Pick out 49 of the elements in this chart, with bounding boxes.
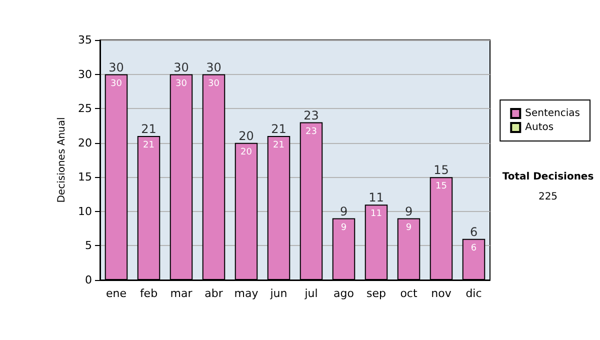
data-label: 23 xyxy=(306,126,317,137)
y-tick-label: 5 xyxy=(85,239,92,252)
legend-label: Sentencias xyxy=(525,108,580,119)
total-label: 23 xyxy=(304,108,319,122)
text: Total Decisiones xyxy=(502,172,594,182)
total-label: 21 xyxy=(271,122,286,136)
x-tick-label: feb xyxy=(140,287,158,300)
x-tick-label: mar xyxy=(170,287,193,300)
x-tick-label: oct xyxy=(400,287,418,300)
data-label: 15 xyxy=(436,182,447,192)
text: 225 xyxy=(538,192,558,202)
total-label: 6 xyxy=(470,224,478,239)
data-label: 30 xyxy=(176,78,188,89)
legend-label: Autos xyxy=(525,122,554,133)
total-label: 9 xyxy=(340,204,348,218)
y-tick-label: 25 xyxy=(78,102,92,116)
x-tick-label: sep xyxy=(366,287,386,300)
total-label: 30 xyxy=(108,60,124,74)
data-label: 30 xyxy=(208,78,220,89)
x-tick-label: dic xyxy=(466,287,482,300)
data-label: 6 xyxy=(470,243,477,254)
x-tick-label: abr xyxy=(204,287,224,300)
data-label: 30 xyxy=(110,78,122,89)
y-tick-label: 0 xyxy=(85,274,92,286)
y-tick-label: 30 xyxy=(78,68,92,81)
x-tick-label: nov xyxy=(431,287,452,300)
data-label: 21 xyxy=(273,140,284,150)
total-label: 20 xyxy=(238,128,254,143)
x-tick-label: ago xyxy=(334,287,354,300)
data-label: 20 xyxy=(240,147,252,158)
total-label: 9 xyxy=(404,204,413,218)
total-label: 30 xyxy=(174,60,189,74)
y-tick-label: 35 xyxy=(78,34,92,46)
data-label: 9 xyxy=(406,222,412,233)
x-tick-label: jul xyxy=(304,287,318,300)
x-tick-label: may xyxy=(234,287,259,300)
data-label: 21 xyxy=(143,140,154,150)
data-label: 11 xyxy=(370,209,382,220)
total-label: 11 xyxy=(368,190,384,205)
total-label: 21 xyxy=(141,122,156,136)
y-tick-label: 10 xyxy=(78,204,92,218)
total-label: 15 xyxy=(434,163,449,178)
y-tick-label: 15 xyxy=(78,170,92,184)
y-tick-label: 20 xyxy=(78,136,92,150)
x-tick-label: jun xyxy=(269,287,288,300)
data-label: 9 xyxy=(340,222,347,233)
y-axis-title: Decisiones Anual xyxy=(56,117,68,203)
x-tick-label: ene xyxy=(106,287,127,300)
total-label: 30 xyxy=(206,60,222,74)
